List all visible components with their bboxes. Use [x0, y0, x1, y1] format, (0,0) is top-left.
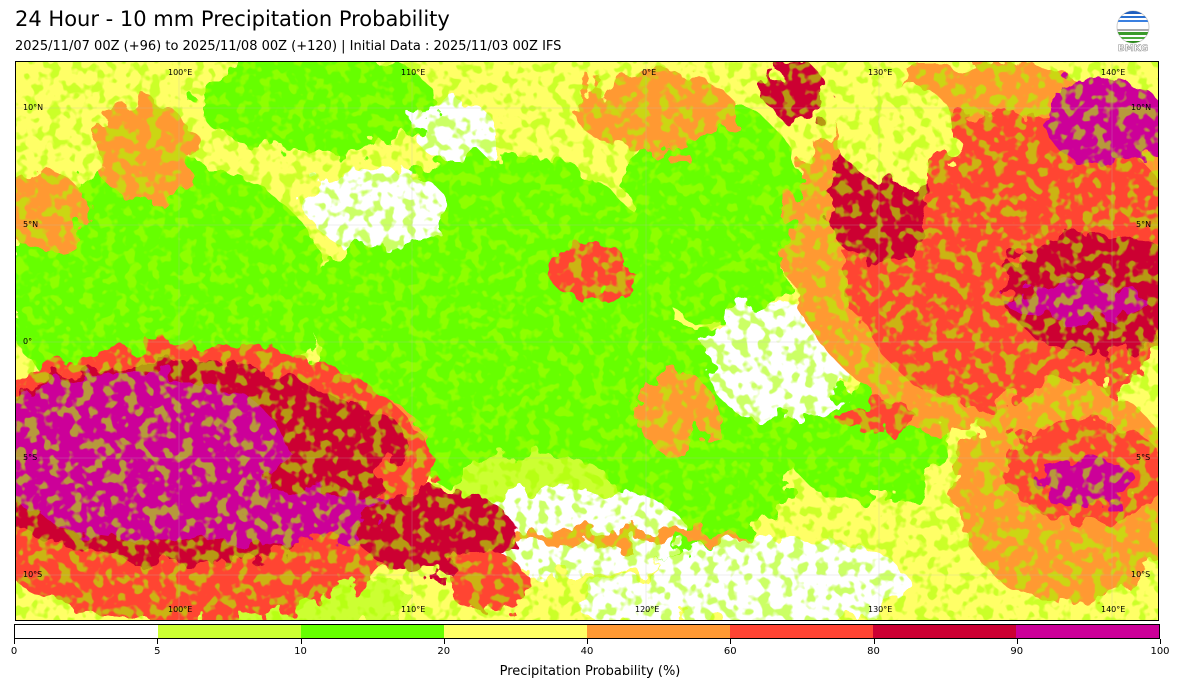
colorbar-segment: [873, 625, 1016, 638]
bmkg-logo: BMKG: [1114, 10, 1152, 56]
colorbar-tick-mark: [587, 639, 588, 644]
colorbar-tick-label: 90: [1010, 646, 1024, 657]
colorbar-tick-label: 10: [294, 646, 307, 657]
colorbar-tick-label: 40: [580, 646, 594, 657]
colorbar-segment: [158, 625, 301, 638]
colorbar-label: Precipitation Probability (%): [499, 664, 681, 679]
lon-label-top: 110°E: [401, 68, 426, 77]
colorbar-tick-label: 80: [867, 646, 880, 657]
colorbar-segment: [1016, 625, 1159, 638]
chart-subtitle: 2025/11/07 00Z (+96) to 2025/11/08 00Z (…: [15, 39, 562, 54]
lat-label-right: 10°N: [1131, 103, 1152, 112]
colorbar-tick-label: 100: [1150, 646, 1170, 657]
colorbar-tick-label: 60: [723, 646, 737, 657]
colorbar-segment: [15, 625, 158, 638]
lat-label-right: 5°S: [1136, 453, 1151, 462]
colorbar-tick-mark: [873, 639, 875, 644]
colorbar: [14, 624, 1160, 639]
lon-label-bottom: 120°E: [635, 605, 660, 614]
colorbar-segment: [730, 625, 873, 638]
lon-label-bottom: 130°E: [868, 605, 893, 614]
lon-label-bottom: 110°E: [401, 605, 426, 614]
colorbar-tick-mark: [1016, 639, 1018, 644]
colorbar-tick-mark: [730, 639, 732, 644]
colorbar-tick-label: 5: [154, 646, 161, 657]
probability-field: [16, 62, 1158, 620]
lat-label-right: 10°S: [1131, 570, 1151, 579]
colorbar-tick-label: 20: [437, 646, 451, 657]
colorbar-segment: [301, 625, 444, 638]
colorbar-tick-mark: [1160, 639, 1161, 644]
lat-label-right: 5°N: [1136, 220, 1152, 229]
lon-label-bottom: 100°E: [168, 605, 193, 614]
lat-label-left: 10°S: [23, 570, 43, 579]
logo-text: BMKG: [1117, 44, 1149, 55]
colorbar-tick-mark: [300, 639, 302, 644]
lat-label-left: 5°N: [23, 220, 39, 229]
colorbar-segment: [444, 625, 587, 638]
lon-label-top: 100°E: [168, 68, 193, 77]
lat-label-left: 5°S: [23, 453, 38, 462]
colorbar-tick-mark: [443, 639, 445, 644]
lon-label-bottom: 140°E: [1101, 605, 1126, 614]
colorbar-tick-label: 0: [10, 646, 18, 657]
lon-label-top: 0°E: [642, 68, 657, 77]
chart-title: 24 Hour - 10 mm Precipitation Probabilit…: [15, 7, 450, 31]
colorbar-tick-mark: [157, 639, 159, 644]
colorbar-segment: [587, 625, 730, 638]
precipitation-map: 100°E 110°E 0°E 130°E 140°E 100°E 110°E …: [15, 61, 1159, 621]
lat-label-left: 0°: [23, 337, 33, 346]
lon-label-top: 140°E: [1101, 68, 1126, 77]
lat-label-left: 10°N: [23, 103, 44, 112]
colorbar-tick-mark: [14, 639, 15, 644]
lon-label-top: 130°E: [868, 68, 893, 77]
graticule: [16, 62, 1158, 620]
logo-globe-icon: [1116, 10, 1150, 44]
